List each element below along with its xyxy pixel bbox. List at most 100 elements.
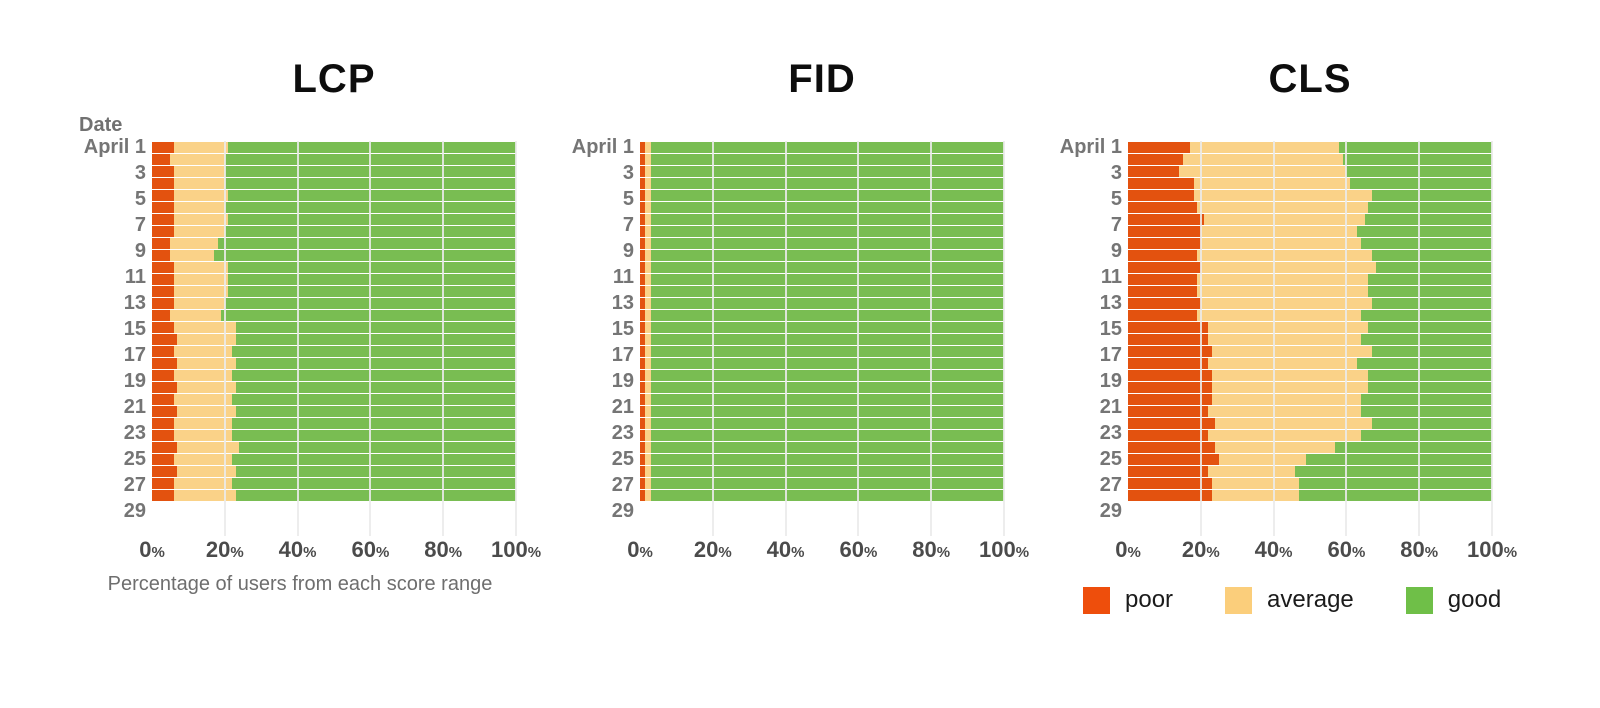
bar-segment-good <box>235 358 516 369</box>
bar-segment-average <box>173 214 229 225</box>
chart-title-cls: CLS <box>1268 57 1352 101</box>
bar-segment-good <box>650 142 1004 153</box>
y-axis-label: 19 <box>123 370 146 392</box>
bar-segment-good <box>217 238 516 249</box>
bar-segment-average <box>645 346 651 357</box>
bar-segment-good <box>1342 154 1492 165</box>
bar-segment-poor <box>152 406 178 417</box>
bar-row <box>1128 358 1492 369</box>
bar-segment-good <box>228 142 516 153</box>
bar-segment-poor <box>152 274 174 285</box>
bar-segment-poor <box>152 346 174 357</box>
bar-segment-average <box>170 238 218 249</box>
bar-segment-average <box>645 454 651 465</box>
bar-segment-poor <box>152 298 174 309</box>
bar-segment-good <box>1368 202 1492 213</box>
bar-segment-good <box>650 490 1004 501</box>
bar-segment-average <box>1215 418 1372 429</box>
legend-swatch-average <box>1225 586 1253 614</box>
bar-segment-poor <box>1128 226 1201 237</box>
bar-segment-good <box>1350 178 1492 189</box>
bar-segment-average <box>1193 178 1351 189</box>
bar-segment-average <box>173 394 233 405</box>
bar-segment-poor <box>152 442 178 453</box>
bar-segment-poor <box>640 286 646 297</box>
bar-segment-poor <box>152 430 174 441</box>
bar-row <box>640 442 1004 453</box>
bar-row <box>1128 298 1492 309</box>
bar-segment-average <box>173 262 229 273</box>
bar-row <box>640 154 1004 165</box>
bar-row <box>640 250 1004 261</box>
bar-segment-average <box>1211 370 1369 381</box>
bar-segment-average <box>173 142 229 153</box>
bar-segment-poor <box>152 262 174 273</box>
bar-segment-poor <box>152 202 174 213</box>
bar-segment-good <box>1360 334 1492 345</box>
bar-segment-poor <box>152 310 171 321</box>
bar-segment-good <box>650 334 1004 345</box>
bar-row <box>1128 370 1492 381</box>
bar-segment-good <box>1306 454 1492 465</box>
bar-segment-poor <box>640 214 646 225</box>
bar-row <box>152 166 516 177</box>
y-axis-label: 9 <box>134 240 146 262</box>
bar-segment-poor <box>1128 238 1201 249</box>
bar-segment-poor <box>152 214 174 225</box>
bar-segment-good <box>650 286 1004 297</box>
bar-segment-poor <box>152 322 174 333</box>
bar-segment-good <box>228 262 516 273</box>
bar-segment-poor <box>640 310 646 321</box>
bar-segment-good <box>235 406 516 417</box>
bar-row <box>152 418 516 429</box>
bar-segment-good <box>1375 262 1492 273</box>
bar-row <box>640 370 1004 381</box>
bar-segment-poor <box>640 406 646 417</box>
bar-segment-average <box>645 298 651 309</box>
bar-segment-average <box>645 250 651 261</box>
bar-segment-poor <box>152 490 174 501</box>
y-axis-label: 15 <box>611 318 634 340</box>
bar-row <box>152 238 516 249</box>
bar-row <box>1128 286 1492 297</box>
bar-row <box>152 478 516 489</box>
bar-row <box>640 478 1004 489</box>
bar-segment-poor <box>1128 298 1201 309</box>
bar-segment-good <box>239 442 516 453</box>
bar-segment-good <box>1339 142 1492 153</box>
chart-lcp: LCP Date April 1 3 5 7 9 11 13 15 17 19 21 23 25 27 29… <box>75 53 545 596</box>
y-axis-label: 17 <box>1099 344 1122 366</box>
bars-plot <box>152 141 517 536</box>
x-axis-tick-label: 100% <box>1466 537 1518 562</box>
bar-segment-average <box>1200 298 1372 309</box>
bar-segment-poor <box>640 178 646 189</box>
bar-row <box>1128 310 1492 321</box>
bar-segment-poor <box>640 274 646 285</box>
bar-segment-poor <box>152 454 174 465</box>
bar-row <box>152 346 516 357</box>
bar-segment-average <box>1200 226 1358 237</box>
bar-segment-poor <box>640 370 646 381</box>
bar-segment-poor <box>152 382 178 393</box>
bar-segment-good <box>1371 346 1492 357</box>
bar-segment-good <box>228 190 516 201</box>
y-axis-label: 9 <box>1110 240 1122 262</box>
y-axis-label: 23 <box>1099 422 1122 444</box>
bar-row <box>152 154 516 165</box>
bar-segment-average <box>177 442 240 453</box>
bar-segment-good <box>650 262 1004 273</box>
y-axis-header: Date <box>79 114 123 136</box>
bar-row <box>152 262 516 273</box>
bar-segment-good <box>1299 490 1492 501</box>
bar-segment-average <box>173 370 233 381</box>
y-axis-label: 29 <box>1099 500 1122 522</box>
x-axis-tick-label: 40% <box>278 537 317 562</box>
bar-segment-poor <box>1128 166 1179 177</box>
bar-row <box>640 406 1004 417</box>
bar-segment-poor <box>152 286 174 297</box>
x-axis-tick-label: 60% <box>1327 537 1366 562</box>
bar-row <box>1128 214 1492 225</box>
bar-segment-poor <box>640 202 646 213</box>
bar-segment-good <box>650 406 1004 417</box>
y-axis-label: 19 <box>611 370 634 392</box>
